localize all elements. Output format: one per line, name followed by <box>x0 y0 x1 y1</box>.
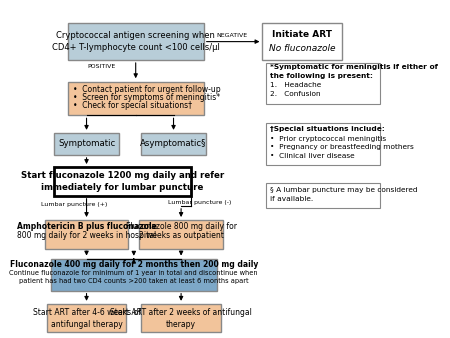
FancyBboxPatch shape <box>266 123 380 165</box>
Text: immediately for lumbar puncture: immediately for lumbar puncture <box>41 183 204 192</box>
Text: 800 mg daily for 2 weeks in hospital: 800 mg daily for 2 weeks in hospital <box>17 231 156 240</box>
Text: Start ART after 4-6 weeks of: Start ART after 4-6 weeks of <box>32 308 140 317</box>
Text: Continue fluconazole for minimum of 1 year in total and discontinue when: Continue fluconazole for minimum of 1 ye… <box>9 270 258 276</box>
FancyBboxPatch shape <box>141 304 221 332</box>
FancyBboxPatch shape <box>266 183 380 209</box>
Text: Asymptomatic§: Asymptomatic§ <box>140 139 207 148</box>
Text: therapy: therapy <box>166 320 196 329</box>
Text: CD4+ T-lymphocyte count <100 cells/µl: CD4+ T-lymphocyte count <100 cells/µl <box>52 43 220 52</box>
Text: •  Pregnancy or breastfeeding mothers: • Pregnancy or breastfeeding mothers <box>270 144 414 150</box>
Text: Start fluconazole 1200 mg daily and refer: Start fluconazole 1200 mg daily and refe… <box>21 171 224 180</box>
Text: Start ART after 2 weeks of antifungal: Start ART after 2 weeks of antifungal <box>110 308 252 317</box>
Text: Initiate ART: Initiate ART <box>272 30 332 40</box>
Text: Amphotericin B plus fluconazole: Amphotericin B plus fluconazole <box>17 222 157 232</box>
Text: 2.   Confusion: 2. Confusion <box>270 91 320 97</box>
FancyBboxPatch shape <box>68 82 204 115</box>
FancyBboxPatch shape <box>47 304 126 332</box>
Text: NEGATIVE: NEGATIVE <box>216 32 248 38</box>
Text: No fluconazole: No fluconazole <box>269 44 335 53</box>
Text: Fluconazole 400 mg daily for 2 months then 200 mg daily: Fluconazole 400 mg daily for 2 months th… <box>9 260 258 269</box>
FancyBboxPatch shape <box>141 133 206 155</box>
Text: if available.: if available. <box>270 196 313 202</box>
FancyBboxPatch shape <box>266 63 380 104</box>
Text: †Special situations include:: †Special situations include: <box>270 126 385 132</box>
Text: 1.   Headache: 1. Headache <box>270 82 321 88</box>
Text: 2 weeks as outpatient: 2 weeks as outpatient <box>139 231 224 240</box>
Text: Fluconazole 800 mg daily for: Fluconazole 800 mg daily for <box>126 222 237 232</box>
Text: •  Screen for symptoms of meningitis*: • Screen for symptoms of meningitis* <box>73 93 220 102</box>
Text: § A lumbar puncture may be considered: § A lumbar puncture may be considered <box>270 187 418 193</box>
Text: antifungal therapy: antifungal therapy <box>51 320 122 329</box>
Text: Lumbar puncture (-): Lumbar puncture (-) <box>168 200 231 205</box>
Text: •  Prior cryptococcal meningitis: • Prior cryptococcal meningitis <box>270 136 386 142</box>
Text: Cryptococcal antigen screening when: Cryptococcal antigen screening when <box>56 31 215 40</box>
Text: *Symptomatic for meningitis if either of: *Symptomatic for meningitis if either of <box>270 65 438 70</box>
FancyBboxPatch shape <box>262 23 342 60</box>
FancyBboxPatch shape <box>45 220 128 249</box>
Text: POSITIVE: POSITIVE <box>88 65 116 69</box>
Text: Lumbar puncture (+): Lumbar puncture (+) <box>41 202 108 207</box>
Text: •  Contact patient for urgent follow-up: • Contact patient for urgent follow-up <box>73 85 221 94</box>
FancyBboxPatch shape <box>54 167 190 196</box>
FancyBboxPatch shape <box>50 259 217 291</box>
FancyBboxPatch shape <box>54 133 119 155</box>
Text: •  Clinical liver disease: • Clinical liver disease <box>270 152 355 159</box>
Text: •  Check for special situations†: • Check for special situations† <box>73 101 192 111</box>
FancyBboxPatch shape <box>140 220 223 249</box>
FancyBboxPatch shape <box>68 23 204 60</box>
Text: the following is present:: the following is present: <box>270 73 373 79</box>
Text: Symptomatic: Symptomatic <box>58 139 115 148</box>
Text: patient has had two CD4 counts >200 taken at least 6 months apart: patient has had two CD4 counts >200 take… <box>19 277 248 284</box>
